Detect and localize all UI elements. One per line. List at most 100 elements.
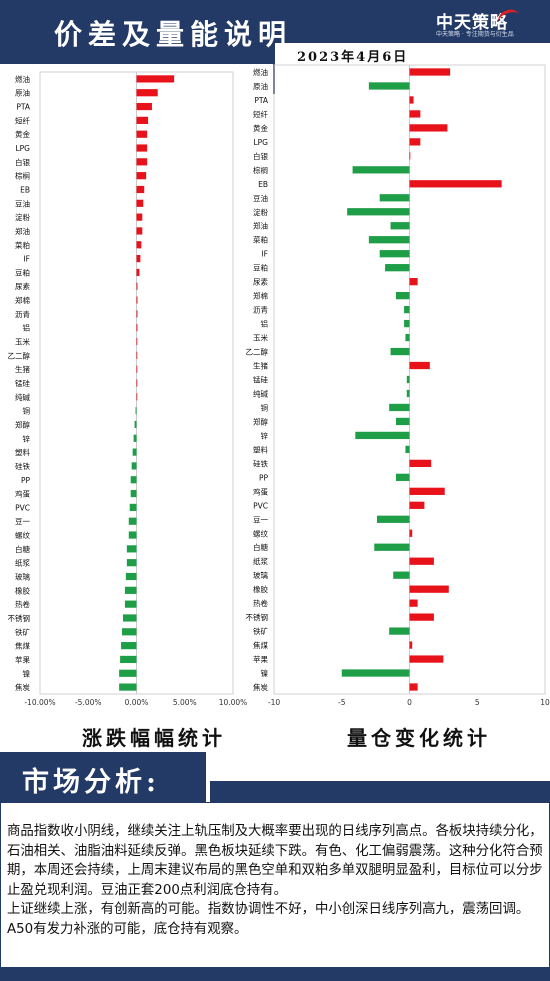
bar-43 — [341, 669, 410, 677]
bar-9 — [136, 199, 144, 207]
category-label-23: 纯碱 — [15, 392, 30, 402]
category-label-4: 黄金 — [15, 129, 30, 139]
bar-36 — [393, 571, 410, 579]
category-label-12: 菜粕 — [15, 240, 30, 250]
bar-40 — [389, 627, 410, 635]
bar-34 — [374, 543, 410, 551]
category-label-31: PVC — [15, 503, 30, 512]
category-label-30: 鸡蛋 — [253, 486, 268, 496]
category-label-36: 玻璃 — [15, 572, 30, 582]
category-label-5: LPG — [15, 144, 30, 153]
bar-7 — [352, 166, 410, 174]
category-label-41: 焦煤 — [253, 640, 268, 650]
bar-18 — [136, 324, 138, 332]
bar-22 — [406, 375, 410, 384]
bar-42 — [120, 655, 137, 664]
x-tick-4: 10.00% — [219, 698, 248, 707]
category-label-23: 纯碱 — [253, 388, 268, 398]
section-band: 市场分析: — [0, 752, 550, 802]
bar-31 — [409, 501, 425, 509]
analysis-paragraph-1: 商品指数收小阴线，继续关注上轨压制及大概率要出现的日线序列高点。各板块持续分化，… — [7, 824, 543, 898]
x-tick-2: 0 — [407, 698, 412, 707]
bar-30 — [130, 489, 137, 498]
category-label-4: 黄金 — [253, 123, 268, 133]
category-label-1: 原油 — [253, 81, 268, 91]
category-label-12: 菜粕 — [253, 235, 268, 245]
category-label-40: 铁矿 — [15, 627, 30, 637]
category-label-25: 郑醇 — [15, 419, 30, 429]
category-label-22: 锰硅 — [15, 378, 30, 388]
category-label-35: 纸浆 — [253, 556, 268, 566]
report-date: 2023年4月6日 — [297, 50, 409, 65]
bar-32 — [128, 517, 137, 525]
category-label-3: 短纤 — [253, 109, 268, 119]
bar-12 — [136, 241, 142, 249]
bar-33 — [128, 531, 137, 539]
category-label-0: 燃油 — [253, 67, 268, 77]
bar-35 — [409, 557, 434, 565]
category-label-15: 尿素 — [253, 277, 268, 287]
category-label-8: EB — [258, 180, 268, 189]
bar-0 — [409, 68, 451, 76]
category-label-17: 沥青 — [253, 305, 268, 315]
category-label-35: 纸浆 — [15, 558, 30, 568]
category-label-43: 镍 — [23, 668, 31, 678]
category-label-9: 豆油 — [15, 198, 30, 208]
page-title: 价差及量能说明 — [54, 18, 293, 51]
bar-10 — [136, 213, 143, 221]
x-tick-3: 5.00% — [173, 698, 197, 707]
analysis-paragraph-2: 上证继续上涨，有创新高的可能。指数协调性不好，中小创深日线序列高九，震荡回调。A… — [7, 902, 530, 937]
x-tick-1: -5 — [338, 698, 346, 707]
bar-20 — [390, 347, 410, 356]
volume-chart-label: 量仓变化统计 — [347, 726, 491, 750]
category-label-6: 白银 — [253, 151, 268, 161]
category-label-34: 白糖 — [253, 542, 268, 552]
category-label-10: 淀粉 — [253, 207, 268, 217]
bar-41 — [121, 642, 137, 650]
logo-text: 中天策略 — [436, 13, 508, 33]
bar-8 — [409, 180, 502, 188]
category-label-40: 铁矿 — [253, 626, 268, 636]
bar-32 — [376, 515, 410, 523]
bar-2 — [136, 102, 152, 111]
bar-34 — [126, 545, 137, 553]
x-tick-0: -10.00% — [24, 698, 55, 707]
category-label-24: 铜 — [261, 402, 269, 412]
category-label-27: 塑料 — [15, 447, 30, 457]
bar-38 — [409, 599, 418, 607]
category-label-39: 不锈钢 — [8, 613, 31, 623]
category-label-19: 玉米 — [253, 333, 268, 343]
category-label-7: 棕榈 — [15, 171, 30, 181]
category-label-9: 豆油 — [253, 193, 268, 203]
bar-38 — [124, 600, 137, 608]
category-label-11: 郑油 — [253, 221, 268, 231]
bar-22 — [136, 379, 138, 387]
bar-11 — [390, 222, 410, 230]
bar-1 — [368, 82, 410, 90]
bar-37 — [124, 586, 137, 594]
bar-1 — [136, 89, 158, 97]
category-label-1: 原油 — [15, 88, 30, 98]
category-label-44: 焦炭 — [15, 682, 30, 692]
category-label-16: 郑棉 — [15, 295, 30, 305]
category-label-31: PVC — [253, 501, 268, 510]
bar-31 — [129, 503, 137, 511]
bar-39 — [122, 614, 137, 622]
x-tick-1: -5.00% — [75, 698, 102, 707]
x-tick-2: 0.00% — [125, 698, 149, 707]
bar-30 — [409, 487, 445, 495]
bar-11 — [136, 227, 143, 235]
bar-43 — [119, 669, 137, 677]
x-tick-0: -10 — [268, 698, 280, 707]
category-label-18: 铝 — [261, 319, 269, 329]
bar-17 — [136, 310, 138, 318]
bar-21 — [409, 361, 430, 370]
category-label-14: 豆粕 — [253, 263, 268, 273]
category-label-32: 豆一 — [253, 515, 268, 524]
bar-26 — [355, 431, 410, 440]
bar-29 — [395, 473, 410, 481]
bar-23 — [406, 389, 410, 398]
